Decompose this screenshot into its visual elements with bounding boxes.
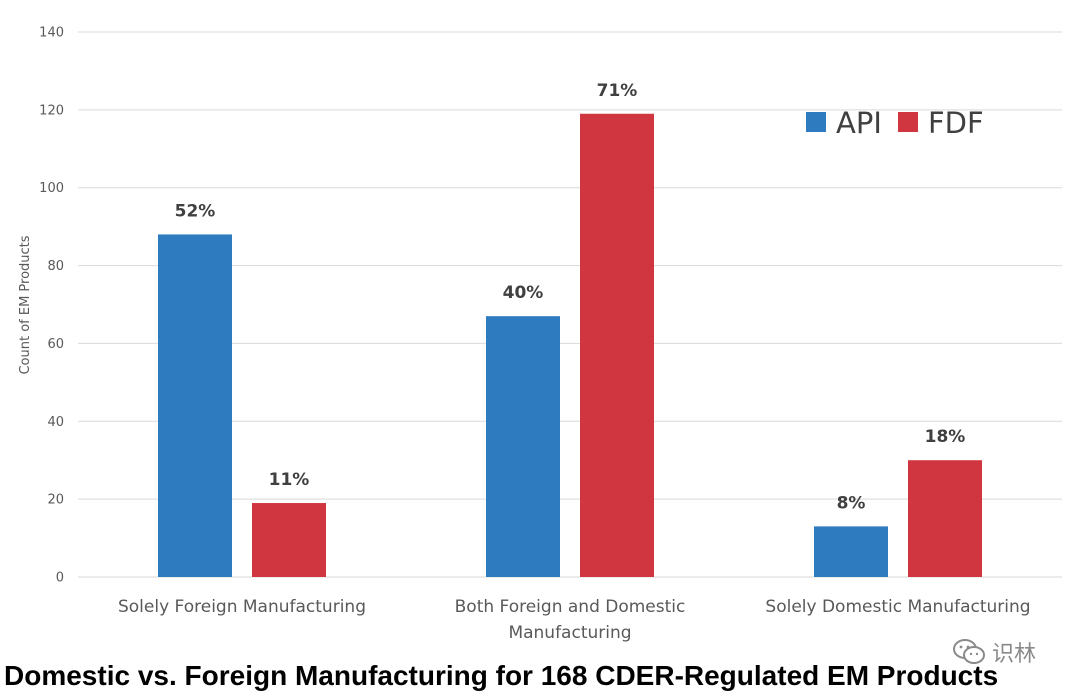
legend: API FDF — [806, 106, 984, 140]
data-label: 40% — [503, 283, 544, 303]
legend-label: API — [836, 106, 882, 140]
bars — [158, 113, 982, 577]
bar-fdf — [252, 503, 326, 577]
y-tick-label: 0 — [56, 571, 64, 586]
bar-fdf — [580, 113, 654, 577]
data-label: 8% — [837, 493, 866, 513]
legend-swatch-api — [806, 112, 826, 132]
category-label: Solely Domestic Manufacturing — [765, 597, 1030, 617]
data-label: 52% — [175, 201, 216, 221]
y-tick-label: 60 — [47, 337, 64, 352]
bar-api — [486, 316, 560, 577]
y-tick-label: 100 — [39, 181, 64, 196]
y-axis-label: Count of EM Products — [18, 235, 33, 374]
data-label: 71% — [597, 81, 638, 101]
y-tick-label: 80 — [47, 259, 64, 274]
data-labels: 52% 11% 40% 71% 8% 18% — [175, 81, 966, 514]
bar-api — [814, 526, 888, 577]
y-tick-label: 120 — [39, 103, 64, 118]
data-label: 18% — [925, 427, 966, 447]
category-label: Manufacturing — [508, 623, 631, 643]
bar-fdf — [908, 460, 982, 577]
category-labels: Solely Foreign Manufacturing Both Foreign… — [118, 597, 1031, 643]
legend-label: FDF — [928, 106, 984, 140]
y-tick-label: 40 — [47, 415, 64, 430]
data-label: 11% — [269, 470, 310, 490]
watermark-text: 识林 — [992, 642, 1037, 667]
y-tick-label: 20 — [47, 493, 64, 508]
category-label: Both Foreign and Domestic — [455, 597, 686, 617]
bar-api — [158, 234, 232, 577]
y-axis-ticks: 0 20 40 60 80 100 120 140 — [39, 26, 64, 586]
watermark: 识林 — [952, 636, 1036, 668]
wechat-icon — [953, 639, 985, 664]
figure-caption: Domestic vs. Foreign Manufacturing for 1… — [4, 660, 999, 691]
category-label: Solely Foreign Manufacturing — [118, 597, 366, 617]
legend-swatch-fdf — [898, 112, 918, 132]
gridlines — [78, 31, 1062, 578]
y-tick-label: 140 — [39, 26, 64, 41]
